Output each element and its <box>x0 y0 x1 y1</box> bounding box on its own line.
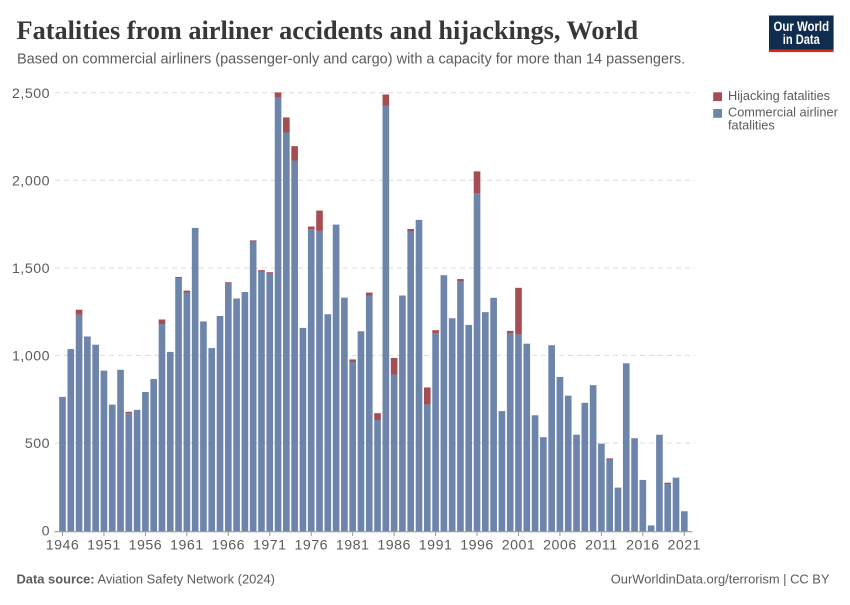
svg-text:1991: 1991 <box>419 538 453 554</box>
svg-text:Hijacking fatalities: Hijacking fatalities <box>728 88 830 103</box>
svg-text:2001: 2001 <box>502 538 536 554</box>
svg-text:Our World: Our World <box>774 18 830 34</box>
svg-text:1976: 1976 <box>294 538 328 554</box>
svg-text:1996: 1996 <box>460 538 494 554</box>
svg-text:Commercial airliner: Commercial airliner <box>728 105 839 120</box>
svg-text:2006: 2006 <box>543 538 577 554</box>
svg-text:0: 0 <box>42 524 50 540</box>
svg-text:1946: 1946 <box>46 538 80 554</box>
svg-text:2016: 2016 <box>626 538 660 554</box>
svg-text:2021: 2021 <box>668 538 702 554</box>
svg-text:1986: 1986 <box>377 538 411 554</box>
svg-text:in Data: in Data <box>783 31 820 47</box>
svg-text:fatalities: fatalities <box>728 117 775 132</box>
svg-text:2,500: 2,500 <box>12 86 50 102</box>
svg-text:Fatalities from airliner accid: Fatalities from airliner accidents and h… <box>17 16 639 45</box>
svg-text:1,000: 1,000 <box>12 348 50 364</box>
svg-text:1961: 1961 <box>170 538 204 554</box>
svg-text:Based on commercial airliners: Based on commercial airliners (passenger… <box>17 52 685 68</box>
svg-text:OurWorldinData.org/terrorism |: OurWorldinData.org/terrorism | CC BY <box>611 572 830 587</box>
svg-text:Data source: Aviation Safety N: Data source: Aviation Safety Network (20… <box>17 572 275 587</box>
svg-text:1981: 1981 <box>336 538 370 554</box>
svg-text:2011: 2011 <box>585 538 618 554</box>
svg-text:1956: 1956 <box>129 538 163 554</box>
svg-text:500: 500 <box>25 436 50 452</box>
svg-text:2,000: 2,000 <box>12 173 50 189</box>
svg-text:1,500: 1,500 <box>12 261 50 277</box>
svg-text:1951: 1951 <box>87 538 121 554</box>
svg-text:1971: 1971 <box>253 538 287 554</box>
svg-text:1966: 1966 <box>212 538 246 554</box>
